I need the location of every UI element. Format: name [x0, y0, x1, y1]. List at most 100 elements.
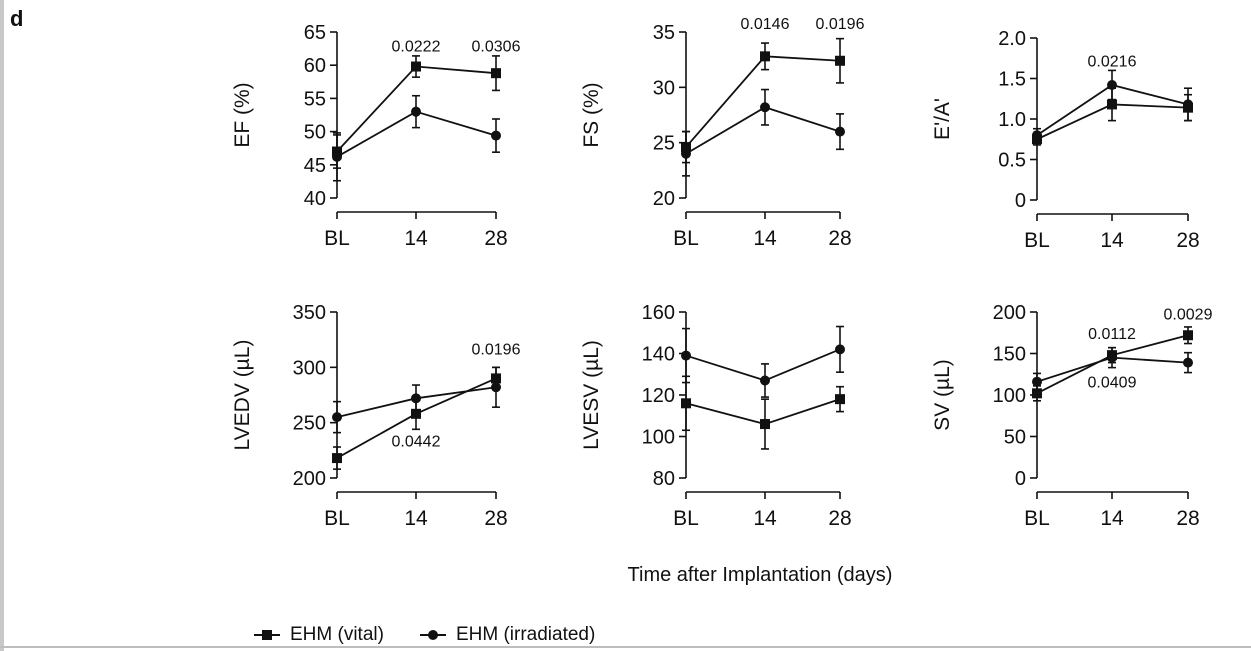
p-value-annotation: 0.0409 [1088, 375, 1137, 392]
y-tick-label: 0.5 [998, 150, 1026, 172]
y-axis-label: LVEDV (µL) [231, 340, 254, 451]
x-tick-label: 28 [828, 227, 851, 250]
y-tick-label: 50 [304, 122, 326, 144]
y-tick-label: 30 [653, 77, 675, 99]
x-tick-label: 28 [484, 227, 507, 250]
y-tick-label: 25 [653, 133, 675, 155]
p-value-annotation: 0.0442 [392, 433, 441, 450]
p-value-annotation: 0.0112 [1088, 326, 1136, 343]
data-point-circle [1183, 99, 1193, 110]
y-tick-label: 300 [293, 357, 326, 379]
y-tick-label: 50 [1004, 427, 1026, 449]
data-point-circle [835, 344, 845, 355]
y-tick-label: 45 [304, 155, 326, 177]
y-tick-label: 0 [1015, 190, 1026, 212]
data-point-circle [760, 102, 770, 113]
x-tick-label: 14 [753, 227, 777, 250]
series-line-irradiated [685, 348, 841, 382]
y-tick-label: 0 [1015, 468, 1026, 490]
y-axis-label: SV (µL) [931, 359, 954, 431]
x-tick-label: 28 [1176, 507, 1199, 530]
y-tick-label: 1.0 [998, 109, 1026, 131]
data-point-square [1183, 330, 1193, 341]
data-point-circle [1183, 357, 1193, 368]
x-tick-label: 14 [753, 507, 777, 530]
y-tick-label: 250 [293, 413, 326, 435]
panel-letter: d [10, 6, 24, 31]
x-tick-label: BL [1024, 229, 1050, 252]
y-tick-label: 120 [642, 385, 675, 407]
legend-label-irradiated: EHM (irradiated) [455, 624, 596, 645]
x-tick-label: BL [1024, 507, 1050, 530]
frame-border-left [0, 0, 4, 651]
x-tick-label: BL [673, 227, 699, 250]
legend-entry-irradiated: EHM (irradiated) [419, 624, 596, 646]
y-tick-label: 40 [304, 188, 326, 210]
data-point-square [835, 394, 845, 405]
data-point-circle [491, 382, 501, 393]
data-point-square [411, 61, 421, 72]
x-tick-label: 14 [404, 227, 428, 250]
y-tick-label: 140 [642, 344, 675, 366]
y-tick-label: 20 [653, 188, 675, 210]
y-tick-label: 350 [293, 302, 326, 324]
y-axis-label: E'/A' [931, 98, 954, 140]
data-point-square [1032, 388, 1042, 399]
p-value-annotation: 0.0222 [392, 38, 441, 55]
p-value-annotation: 0.0216 [1088, 54, 1137, 71]
p-value-annotation: 0.0196 [472, 342, 521, 359]
x-tick-label: 28 [1176, 229, 1199, 252]
data-point-circle [1032, 130, 1042, 141]
x-tick-label: 14 [1100, 507, 1124, 530]
data-point-circle [411, 393, 421, 404]
y-tick-label: 200 [993, 302, 1026, 324]
x-tick-label: BL [324, 227, 350, 250]
data-point-circle [332, 412, 342, 423]
x-tick-label: BL [673, 507, 699, 530]
p-value-annotation: 0.0146 [741, 16, 790, 33]
x-tick-label: 14 [1100, 229, 1124, 252]
frame-border-bottom [0, 646, 1251, 648]
y-tick-label: 80 [653, 468, 675, 490]
legend: EHM (vital) EHM (irradiated) [254, 622, 631, 648]
y-axis-label: EF (%) [231, 82, 254, 147]
series-line-irradiated [685, 106, 841, 155]
x-tick-label: BL [324, 507, 350, 530]
y-tick-label: 55 [304, 88, 326, 110]
data-point-circle [1107, 79, 1117, 90]
data-point-square [491, 68, 501, 79]
data-point-square [835, 55, 845, 66]
data-point-circle [835, 126, 845, 137]
p-value-annotation: 0.0196 [816, 16, 865, 33]
y-tick-label: 160 [642, 302, 675, 324]
legend-circle-marker-icon [419, 630, 446, 640]
legend-square-marker-icon [254, 630, 280, 640]
y-tick-label: 60 [304, 55, 326, 77]
data-point-circle [491, 130, 501, 141]
data-point-circle [1032, 376, 1042, 387]
data-point-square [760, 419, 770, 430]
legend-label-vital: EHM (vital) [290, 624, 384, 645]
x-axis-title: Time after Implantation (days) [627, 564, 893, 586]
data-point-circle [332, 151, 342, 162]
data-point-circle [681, 148, 691, 159]
y-tick-label: 65 [304, 22, 326, 44]
y-tick-label: 150 [993, 344, 1026, 366]
y-axis-label: LVESV (µL) [580, 340, 603, 450]
y-tick-label: 100 [993, 385, 1026, 407]
x-tick-label: 28 [484, 507, 507, 530]
y-tick-label: 2.0 [998, 28, 1026, 50]
y-tick-label: 200 [293, 468, 326, 490]
data-point-square [411, 408, 421, 419]
x-tick-label: 28 [828, 507, 851, 530]
y-tick-label: 100 [642, 427, 675, 449]
p-value-annotation: 0.0029 [1164, 307, 1213, 324]
data-point-circle [681, 350, 691, 361]
x-tick-label: 14 [404, 507, 428, 530]
data-point-square [332, 453, 342, 464]
data-point-circle [411, 106, 421, 117]
data-point-circle [760, 375, 770, 386]
y-tick-label: 1.5 [998, 69, 1026, 91]
y-axis-label: FS (%) [580, 82, 603, 147]
